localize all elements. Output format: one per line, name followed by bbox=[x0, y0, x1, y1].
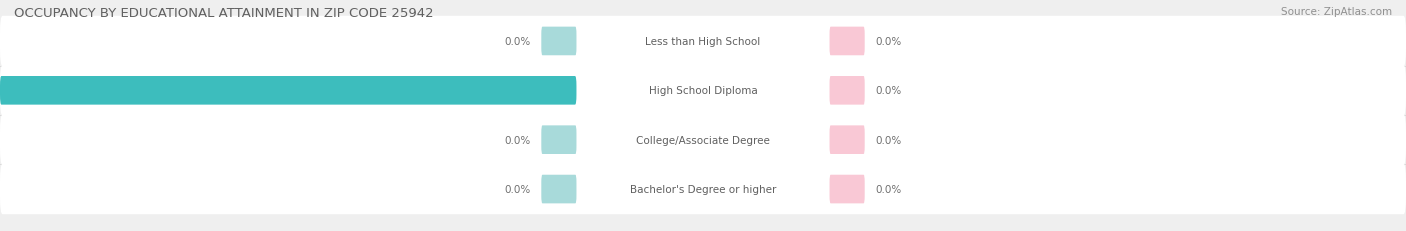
FancyBboxPatch shape bbox=[830, 27, 865, 56]
Text: 0.0%: 0.0% bbox=[875, 86, 901, 96]
Text: Less than High School: Less than High School bbox=[645, 37, 761, 47]
Text: Bachelor's Degree or higher: Bachelor's Degree or higher bbox=[630, 184, 776, 194]
FancyBboxPatch shape bbox=[0, 115, 1406, 165]
FancyBboxPatch shape bbox=[830, 175, 865, 204]
Text: 0.0%: 0.0% bbox=[875, 184, 901, 194]
Text: Source: ZipAtlas.com: Source: ZipAtlas.com bbox=[1281, 7, 1392, 17]
Text: 0.0%: 0.0% bbox=[505, 184, 531, 194]
FancyBboxPatch shape bbox=[0, 17, 1406, 67]
FancyBboxPatch shape bbox=[0, 77, 576, 105]
Text: OCCUPANCY BY EDUCATIONAL ATTAINMENT IN ZIP CODE 25942: OCCUPANCY BY EDUCATIONAL ATTAINMENT IN Z… bbox=[14, 7, 433, 20]
Text: 0.0%: 0.0% bbox=[505, 135, 531, 145]
FancyBboxPatch shape bbox=[541, 126, 576, 154]
Text: 0.0%: 0.0% bbox=[875, 37, 901, 47]
Text: 0.0%: 0.0% bbox=[505, 37, 531, 47]
Text: College/Associate Degree: College/Associate Degree bbox=[636, 135, 770, 145]
FancyBboxPatch shape bbox=[830, 126, 865, 154]
FancyBboxPatch shape bbox=[0, 66, 1406, 116]
FancyBboxPatch shape bbox=[830, 77, 865, 105]
Text: 0.0%: 0.0% bbox=[875, 135, 901, 145]
FancyBboxPatch shape bbox=[541, 175, 576, 204]
FancyBboxPatch shape bbox=[0, 164, 1406, 214]
FancyBboxPatch shape bbox=[541, 27, 576, 56]
Text: High School Diploma: High School Diploma bbox=[648, 86, 758, 96]
